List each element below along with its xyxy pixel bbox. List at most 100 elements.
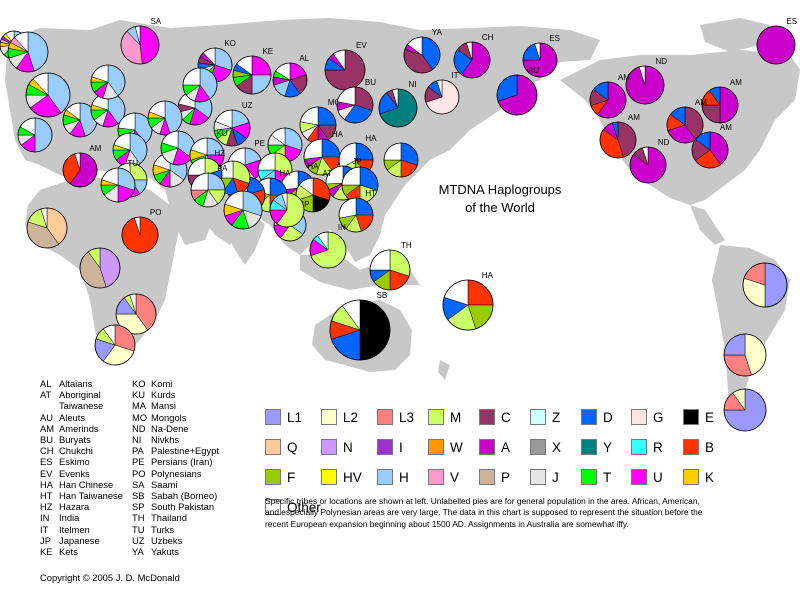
pie-outline <box>182 67 218 103</box>
legend-label: I <box>399 439 403 455</box>
legend-label: Q <box>287 439 298 455</box>
pie-chart: NI <box>378 80 418 128</box>
pie-chart <box>223 190 263 230</box>
legend-item: M <box>428 409 461 425</box>
legend-item: B <box>683 439 714 455</box>
legend-item: Z <box>530 409 560 425</box>
abbreviation-name: Kurds <box>151 389 176 401</box>
abbreviation-code: HZ <box>40 501 53 513</box>
abbreviation-code: SA <box>132 478 145 490</box>
pie-label: AM <box>695 98 707 107</box>
pie-chart: SB <box>329 291 391 361</box>
legend-swatch <box>265 469 281 485</box>
pie-chart: HT <box>338 189 376 233</box>
pie-outline <box>269 192 305 228</box>
legend-item: U <box>631 469 663 485</box>
abbreviation-row: MO Mongols <box>132 412 272 423</box>
legend-item: L3 <box>377 409 414 425</box>
pie-chart <box>742 262 788 308</box>
pie-chart <box>90 64 126 100</box>
legend-swatch <box>265 439 281 455</box>
pie-chart: AU <box>496 66 539 116</box>
pie-outline <box>213 109 251 147</box>
pie-outline <box>589 81 627 119</box>
legend-label: F <box>287 469 296 485</box>
legend-swatch <box>479 439 495 455</box>
legend-swatch <box>428 469 444 485</box>
legend-swatch <box>479 409 495 425</box>
legend-item: Q <box>265 439 298 455</box>
legend-label: W <box>450 439 463 455</box>
legend-label: L3 <box>399 409 415 425</box>
abbreviation-row: HA Han Chinese <box>40 479 180 490</box>
pie-label: HT <box>365 189 376 198</box>
abbreviation-row: SA Saami <box>132 479 272 490</box>
abbreviation-column-1: AL Altaians AT Aboriginal Taiwanese AU Aleuts A… <box>40 378 180 557</box>
legend-swatch <box>428 409 444 425</box>
pie-outline <box>223 190 263 230</box>
pie-label: ES <box>549 34 560 43</box>
abbreviation-name: Turks <box>151 523 175 535</box>
pie-chart <box>94 324 136 366</box>
pie-outline <box>378 88 418 128</box>
pie-label: ND <box>658 138 670 147</box>
abbreviation-row: Taiwanese <box>40 400 180 411</box>
legend-label: P <box>501 469 511 485</box>
legend-swatch <box>321 469 337 485</box>
abbreviation-row: TU Turks <box>132 524 272 535</box>
abbreviation-name: Na-Dene <box>151 422 189 434</box>
abbreviation-row: AM Amerinds <box>40 423 180 434</box>
legend-item: Y <box>581 439 612 455</box>
abbreviation-code: HA <box>40 478 54 490</box>
abbreviation-code: ND <box>132 422 146 434</box>
pie-outline <box>100 167 136 203</box>
abbreviation-code: IT <box>40 523 49 535</box>
pie-chart: HA <box>303 130 344 176</box>
pie-chart: KE <box>232 47 273 95</box>
abbreviation-code: KE <box>40 546 53 558</box>
abbreviation-row: IT Itelmen <box>40 524 180 535</box>
legend-item: H <box>377 469 409 485</box>
pie-chart: ND <box>625 57 667 105</box>
abbreviation-name: Japanese <box>59 534 100 546</box>
legend-swatch <box>377 439 393 455</box>
abbreviation-code: KO <box>132 378 146 389</box>
pie-outline <box>25 72 71 118</box>
abbreviation-row: PA Palestine+Egypt <box>132 445 272 456</box>
legend-label: N <box>343 439 353 455</box>
legend-swatch <box>631 469 647 485</box>
legend-swatch <box>581 469 597 485</box>
abbreviation-code: BU <box>40 434 54 446</box>
pie-outline <box>338 197 374 233</box>
legend-item: W <box>428 439 463 455</box>
abbreviation-code: PE <box>132 456 145 468</box>
legend-label: B <box>705 439 715 455</box>
abbreviation-row: YA Yakuts <box>132 546 272 557</box>
abbreviation-code <box>40 400 59 411</box>
abbreviation-name: Mongols <box>151 411 187 423</box>
pie-outline <box>691 131 729 169</box>
abbreviation-name: Komi <box>151 378 173 389</box>
greenland-land <box>700 18 770 52</box>
pie-label: AM <box>720 123 732 132</box>
legend-label: D <box>603 409 613 425</box>
abbreviation-name: Mansi <box>151 400 177 412</box>
legend-label: C <box>501 409 511 425</box>
legend-swatch <box>479 469 495 485</box>
map-title-line1: MTDNA Haplogroups <box>438 182 562 197</box>
abbreviation-code: AT <box>40 389 52 401</box>
pie-chart <box>723 388 767 432</box>
pie-chart: AM <box>701 78 742 124</box>
pie-outline <box>424 79 460 115</box>
abbreviation-code: TH <box>132 512 145 524</box>
pie-outline <box>309 231 347 269</box>
legend-item: HV <box>321 469 362 485</box>
pie-outline <box>90 64 126 100</box>
abbreviation-row: SB Sabah (Borneo) <box>132 490 272 501</box>
pie-label: UZ <box>242 101 253 110</box>
abbreviation-name: India <box>59 512 80 524</box>
abbreviation-code: TU <box>132 523 145 535</box>
legend-swatch <box>581 439 597 455</box>
legend-label: K <box>705 469 715 485</box>
pie-outline <box>403 36 441 74</box>
